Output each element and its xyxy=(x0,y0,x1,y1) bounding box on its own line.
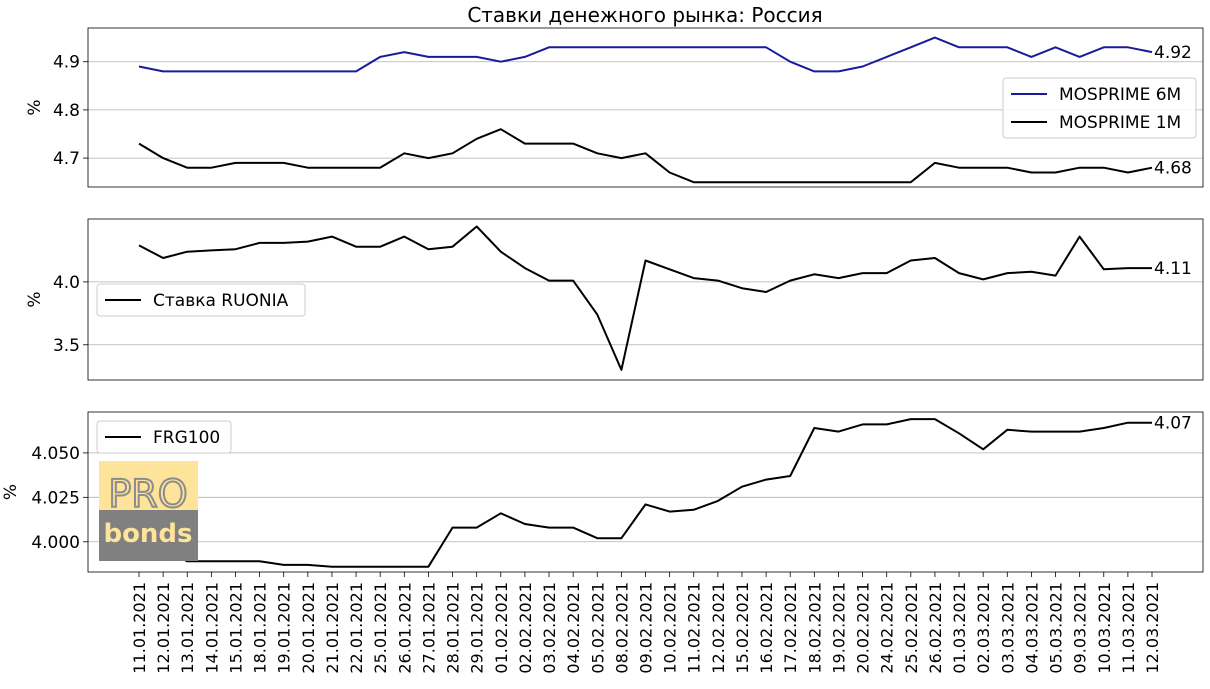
end-value-label: 4.07 xyxy=(1154,414,1192,434)
logo-top-block xyxy=(99,461,198,510)
y-tick-label: 4.050 xyxy=(31,444,80,464)
legend-box xyxy=(1002,77,1197,139)
x-tick-label: 03.02.2021 xyxy=(540,582,559,674)
series-line-frg100 xyxy=(138,418,1152,568)
series-line-ставка-ruonia xyxy=(138,225,1152,371)
x-tick-label: 01.03.2021 xyxy=(950,582,969,674)
x-tick-label: 11.03.2021 xyxy=(1119,582,1138,674)
y-axis-label: % xyxy=(25,99,45,115)
x-tick-label: 02.03.2021 xyxy=(974,582,993,674)
subplot-3: 4.000 4.025 4.050% 4.07 FRG100 xyxy=(1,411,1204,573)
series-line-mosprime-1m xyxy=(138,128,1153,184)
legend-entry: MOSPRIME 1M xyxy=(1059,113,1181,133)
legend-entry: Ставка RUONIA xyxy=(153,291,289,311)
y-tick-label: 4.0 xyxy=(53,273,80,293)
x-tick-label: 26.02.2021 xyxy=(926,582,945,674)
logo-text-pro: PRO xyxy=(108,472,187,516)
x-tick-label: 15.01.2021 xyxy=(226,582,245,674)
end-value-label: 4.68 xyxy=(1154,159,1192,179)
x-tick-label: 02.02.2021 xyxy=(516,582,535,674)
x-tick-label: 11.02.2021 xyxy=(685,582,704,674)
x-tick-label: 25.02.2021 xyxy=(902,582,921,674)
x-tick-label: 22.01.2021 xyxy=(347,582,366,674)
x-tick-label: 16.02.2021 xyxy=(757,582,776,674)
x-tick-label: 04.02.2021 xyxy=(564,582,583,674)
y-tick-label: 3.5 xyxy=(53,336,80,356)
series-line-mosprime-6m xyxy=(138,36,1153,73)
x-tick-label: 28.01.2021 xyxy=(444,582,463,674)
y-tick-label: 4.9 xyxy=(53,53,80,73)
legend: Ставка RUONIA xyxy=(96,283,306,317)
legend-entry: FRG100 xyxy=(153,428,220,448)
x-tick-label: 13.01.2021 xyxy=(178,582,197,674)
x-tick-label: 14.01.2021 xyxy=(202,582,221,674)
axes-frame xyxy=(87,218,1204,381)
x-tick-label: 20.02.2021 xyxy=(854,582,873,674)
x-tick-label: 19.01.2021 xyxy=(275,582,294,674)
x-tick-label: 24.02.2021 xyxy=(878,582,897,674)
x-tick-label: 12.03.2021 xyxy=(1143,582,1162,674)
x-tick-label: 12.02.2021 xyxy=(709,582,728,674)
x-tick-label: 12.01.2021 xyxy=(154,582,173,674)
logo-text-bonds: bonds xyxy=(103,519,192,549)
x-tick-label: 10.03.2021 xyxy=(1095,582,1114,674)
x-tick-label: 11.01.2021 xyxy=(130,582,149,674)
chart-title: Ставки денежного рынка: Россия xyxy=(467,3,822,27)
axes-frame xyxy=(87,27,1204,188)
x-tick-label: 27.01.2021 xyxy=(419,582,438,674)
legend: MOSPRIME 6M MOSPRIME 1M xyxy=(1002,77,1197,139)
x-tick-label: 09.03.2021 xyxy=(1071,582,1090,674)
x-tick-label: 08.02.2021 xyxy=(612,582,631,674)
x-tick-label: 10.02.2021 xyxy=(661,582,680,674)
y-tick-label: 4.000 xyxy=(31,533,80,553)
subplot-2: 3.5 4.0% 4.11 Ставка RUONIA xyxy=(25,218,1204,381)
y-tick-label: 4.8 xyxy=(53,101,80,121)
x-tick-label: 05.03.2021 xyxy=(1047,582,1066,674)
legend-entry: MOSPRIME 6M xyxy=(1059,85,1181,105)
logo-bottom-block xyxy=(99,510,198,561)
y-tick-label: 4.025 xyxy=(31,488,80,508)
end-value-label: 4.92 xyxy=(1154,43,1192,63)
x-tick-label: 01.02.2021 xyxy=(492,582,511,674)
x-tick-label: 15.02.2021 xyxy=(733,582,752,674)
legend-box xyxy=(96,420,232,454)
x-tick-label: 25.01.2021 xyxy=(371,582,390,674)
end-value-label: 4.11 xyxy=(1154,259,1192,279)
y-tick-label: 4.7 xyxy=(53,149,80,169)
x-tick-label: 04.03.2021 xyxy=(1022,582,1041,674)
x-tick-label: 05.02.2021 xyxy=(588,582,607,674)
x-tick-label: 29.01.2021 xyxy=(468,582,487,674)
x-tick-label: 19.02.2021 xyxy=(829,582,848,674)
subplot-1: 4.7 4.8 4.9% 4.92 4.68 MOSPRIME 6M MOSPRIME 1M xyxy=(25,27,1204,188)
x-tick-label: 09.02.2021 xyxy=(637,582,656,674)
x-tick-label: 21.01.2021 xyxy=(323,582,342,674)
y-axis-label: % xyxy=(1,484,21,500)
legend-box xyxy=(96,283,306,317)
y-axis-label: % xyxy=(25,291,45,307)
x-tick-label: 17.02.2021 xyxy=(781,582,800,674)
x-tick-label: 18.02.2021 xyxy=(805,582,824,674)
x-tick-label: 20.01.2021 xyxy=(299,582,318,674)
legend: FRG100 xyxy=(96,420,232,454)
x-tick-label: 03.03.2021 xyxy=(998,582,1017,674)
x-tick-label: 18.01.2021 xyxy=(251,582,270,674)
x-tick-label: 26.01.2021 xyxy=(395,582,414,674)
axes-frame xyxy=(87,411,1204,573)
